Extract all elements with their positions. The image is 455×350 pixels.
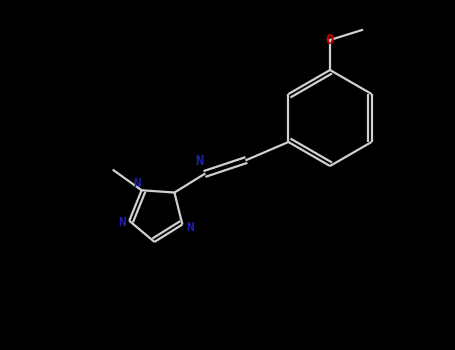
Text: N: N [118,216,125,229]
Text: N: N [186,221,193,234]
Text: O: O [326,33,334,47]
Text: N: N [134,177,141,190]
Text: N: N [195,154,204,168]
